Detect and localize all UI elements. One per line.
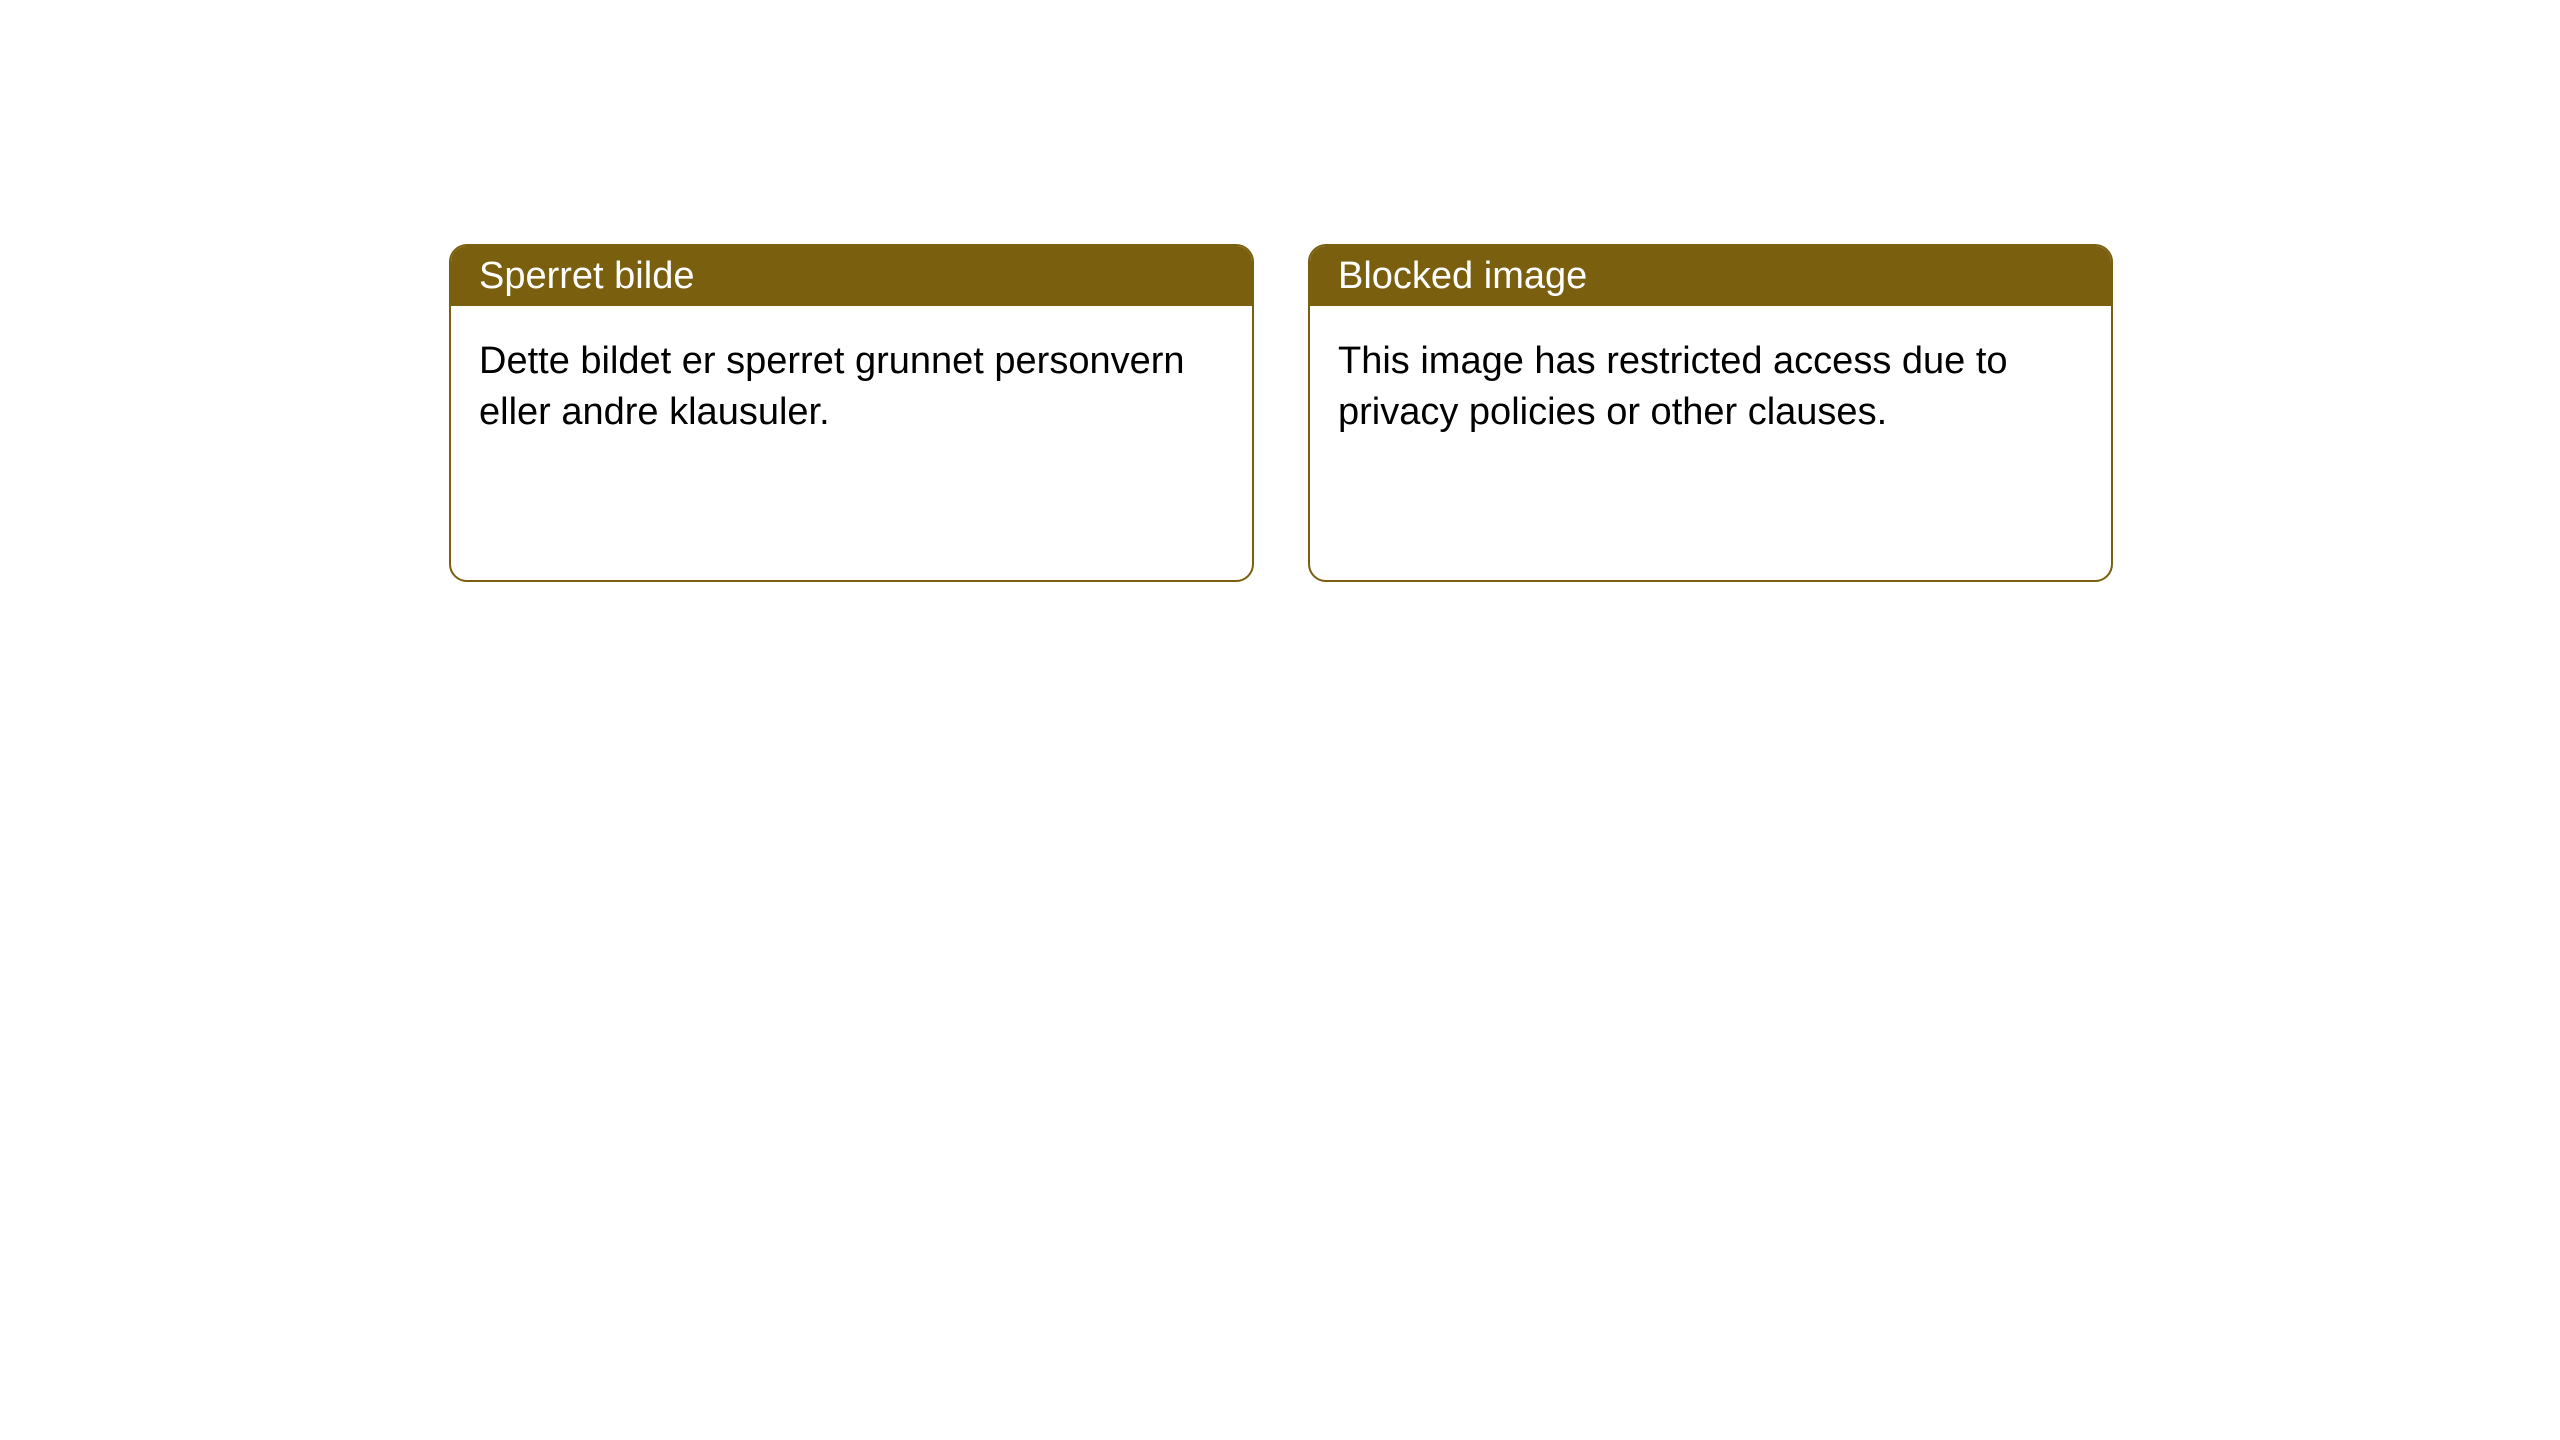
notice-message: This image has restricted access due to … bbox=[1338, 340, 2008, 433]
notice-card-norwegian: Sperret bilde Dette bildet er sperret gr… bbox=[449, 244, 1254, 582]
notice-message: Dette bildet er sperret grunnet personve… bbox=[479, 340, 1185, 433]
notice-body: Dette bildet er sperret grunnet personve… bbox=[451, 306, 1252, 469]
notice-header: Sperret bilde bbox=[451, 246, 1252, 306]
notice-container: Sperret bilde Dette bildet er sperret gr… bbox=[449, 244, 2113, 582]
notice-title: Sperret bilde bbox=[479, 255, 694, 298]
notice-title: Blocked image bbox=[1338, 255, 1587, 298]
notice-header: Blocked image bbox=[1310, 246, 2111, 306]
notice-body: This image has restricted access due to … bbox=[1310, 306, 2111, 469]
notice-card-english: Blocked image This image has restricted … bbox=[1308, 244, 2113, 582]
